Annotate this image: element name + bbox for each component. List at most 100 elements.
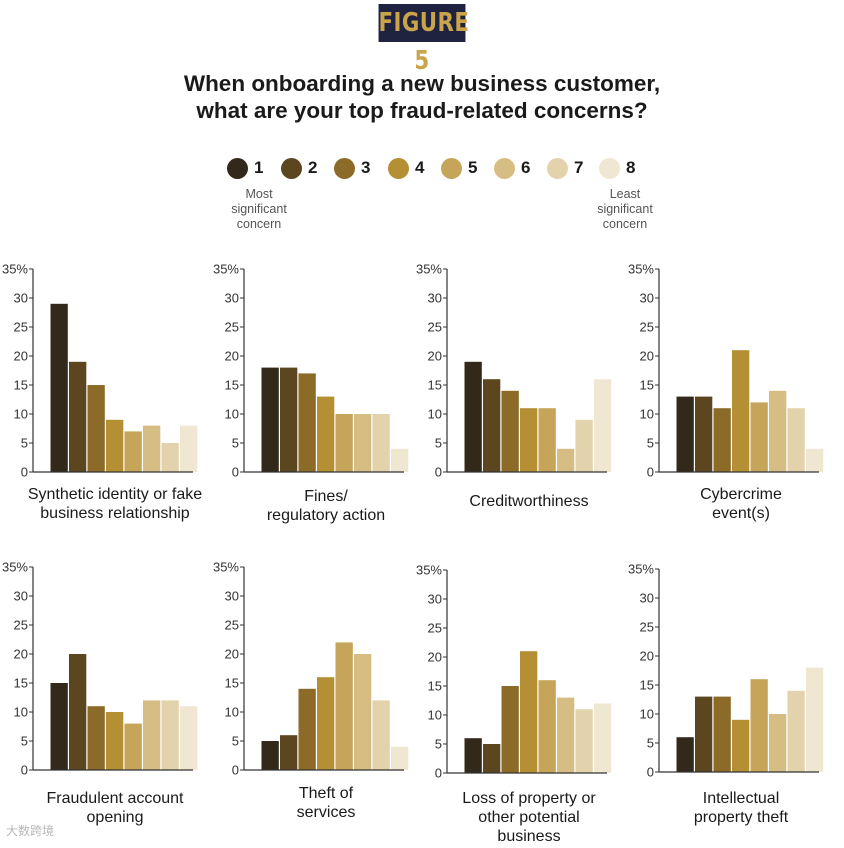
legend-swatch <box>599 157 620 179</box>
bar-chart-4: 0 5 10 15 20 25 30 35% <box>628 262 824 480</box>
y-tick-label: 0 <box>21 763 28 778</box>
legend-label: 3 <box>361 158 371 177</box>
bar-chart-3: 0 5 10 15 20 25 30 35% <box>416 262 612 480</box>
y-tick-label: 15 <box>640 378 654 393</box>
y-tick-label: 25 <box>428 621 442 636</box>
y-tick-label: 35% <box>416 563 442 578</box>
y-tick-label: 0 <box>435 766 442 781</box>
y-tick-label: 15 <box>14 378 28 393</box>
y-tick-label: 30 <box>640 291 654 306</box>
y-tick-label: 25 <box>225 618 239 633</box>
chart-label-line: Intellectual <box>702 790 780 807</box>
chart-label-line: regulatory action <box>266 507 386 524</box>
note-line: concern <box>236 217 282 231</box>
y-tick-label: 10 <box>640 407 654 422</box>
chart-label-5: Fraudulent account opening <box>5 789 225 827</box>
bar-chart-8: 0 5 10 15 20 25 30 35% <box>628 562 824 780</box>
bar-4 <box>520 408 538 472</box>
bar-7 <box>787 408 805 472</box>
y-tick-label: 15 <box>225 378 239 393</box>
y-tick-label: 30 <box>428 291 442 306</box>
note-line: significant <box>231 202 287 216</box>
legend-note-least: Least significant concern <box>580 187 670 232</box>
bar-6 <box>354 414 372 472</box>
figure-label-badge: FIGURE 5 <box>378 4 469 76</box>
chart-label-line: Fraudulent account <box>46 790 184 807</box>
y-tick-label: 15 <box>640 678 654 693</box>
y-tick-label: 10 <box>14 407 28 422</box>
bar-chart-7: 0 5 10 15 20 25 30 35% <box>416 563 612 781</box>
y-tick-label: 35% <box>213 262 239 277</box>
bar-2 <box>483 744 501 773</box>
bar-8 <box>806 448 824 472</box>
y-tick-label: 5 <box>232 436 239 451</box>
bar-1 <box>50 683 68 770</box>
bar-7 <box>575 709 593 773</box>
y-tick-label: 5 <box>21 734 28 749</box>
chart-label-2: Fines/regulatory action <box>216 487 436 525</box>
y-tick-label: 10 <box>14 705 28 720</box>
y-tick-label: 20 <box>428 349 442 364</box>
bar-8 <box>391 746 409 770</box>
y-tick-label: 20 <box>14 349 28 364</box>
bar-6 <box>143 425 161 472</box>
bar-chart-1: 0 5 10 15 20 25 30 35% <box>2 262 198 480</box>
bar-2 <box>69 654 87 770</box>
chart-title: When onboarding a new business customer,… <box>0 70 844 124</box>
legend-label: 8 <box>626 158 636 177</box>
chart-label-line: Synthetic identity or fake <box>27 486 203 503</box>
chart-label-line: Fines/ <box>304 488 348 505</box>
bar-8 <box>180 706 198 770</box>
legend-label: 4 <box>415 158 425 177</box>
chart-label-line: Creditworthiness <box>469 493 589 510</box>
bar-5 <box>538 680 556 773</box>
bar-7 <box>575 419 593 472</box>
bar-5 <box>335 414 353 472</box>
bar-5 <box>335 642 353 770</box>
bar-6 <box>557 697 575 773</box>
y-tick-label: 35% <box>628 562 654 577</box>
bar-5 <box>750 679 768 772</box>
bar-2 <box>280 367 298 472</box>
legend-swatch <box>441 157 462 179</box>
bar-5 <box>124 431 142 472</box>
y-tick-label: 30 <box>225 589 239 604</box>
chart-label-line: Theft of <box>298 785 354 802</box>
bar-5 <box>538 408 556 472</box>
legend-item-8: 8 <box>599 157 635 179</box>
bar-2 <box>69 361 87 472</box>
bar-3 <box>713 696 731 772</box>
y-tick-label: 0 <box>647 765 654 780</box>
bar-3 <box>713 408 731 472</box>
y-tick-label: 5 <box>647 436 654 451</box>
title-line-2: what are your top fraud-related concerns… <box>196 98 648 123</box>
y-tick-label: 10 <box>428 708 442 723</box>
bar-6 <box>769 390 787 472</box>
chart-label-7: Loss of property or other potential busine… <box>419 789 639 846</box>
bar-chart-5: 0 5 10 15 20 25 30 35% <box>2 560 198 778</box>
title-line-1: When onboarding a new business customer, <box>183 71 661 96</box>
bar-8 <box>391 448 409 472</box>
chart-label-6: Theft of services <box>216 784 436 822</box>
y-tick-label: 10 <box>225 705 239 720</box>
legend-swatch <box>388 157 409 179</box>
y-tick-label: 30 <box>14 589 28 604</box>
chart-label-line: services <box>296 804 356 821</box>
bar-1 <box>261 741 279 770</box>
y-tick-label: 30 <box>225 291 239 306</box>
bar-4 <box>732 719 750 772</box>
y-tick-label: 15 <box>225 676 239 691</box>
bar-7 <box>161 700 179 770</box>
legend-swatch <box>227 157 248 179</box>
bar-3 <box>501 686 519 773</box>
bar-1 <box>464 738 482 773</box>
note-line: significant <box>597 202 653 216</box>
bar-chart-2: 0 5 10 15 20 25 30 35% <box>213 262 409 480</box>
y-tick-label: 25 <box>14 320 28 335</box>
y-tick-label: 5 <box>647 736 654 751</box>
chart-label-4: Cybercrime event(s) <box>631 485 844 523</box>
y-tick-label: 25 <box>428 320 442 335</box>
y-tick-label: 30 <box>14 291 28 306</box>
bar-3 <box>298 373 316 472</box>
bar-4 <box>317 677 335 770</box>
